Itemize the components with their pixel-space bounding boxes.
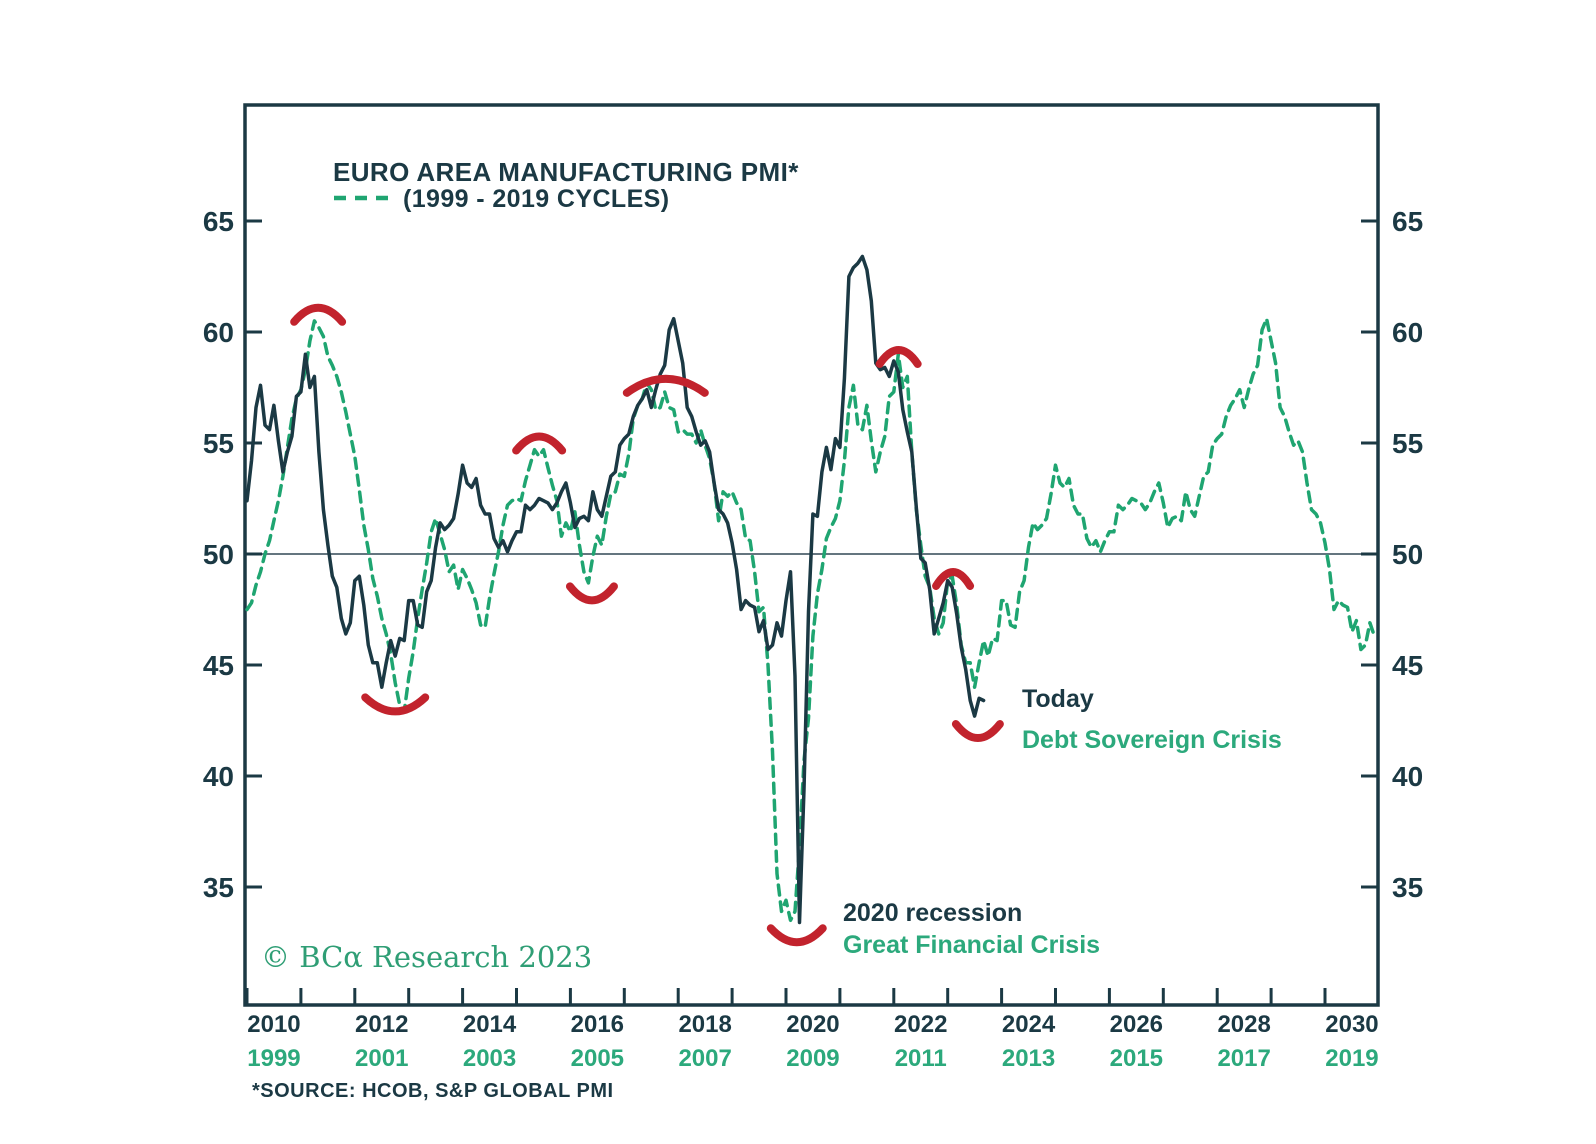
cycle-peak-arc bbox=[875, 346, 922, 368]
x-axis-label-cycle-year: 2011 bbox=[895, 1045, 947, 1072]
x-axis-label-cycle-year: 2003 bbox=[463, 1045, 516, 1072]
y-axis-label-left: 50 bbox=[203, 539, 234, 570]
annotation-debt-sovereign-crisis: Debt Sovereign Crisis bbox=[1022, 726, 1282, 754]
x-axis-label-cycle-year: 1999 bbox=[247, 1045, 300, 1072]
x-axis-label-cycle-year: 2013 bbox=[1002, 1045, 1055, 1072]
y-axis-label-left: 45 bbox=[203, 650, 234, 681]
cycle-trough-arc bbox=[951, 720, 1004, 742]
cycle-trough-arc bbox=[361, 693, 430, 716]
annotation-2020-recession: 2020 recession bbox=[843, 899, 1022, 927]
actual-pmi-solid-line bbox=[245, 254, 986, 925]
x-axis-label-cycle-year: 2001 bbox=[355, 1045, 408, 1072]
y-axis-label-left: 35 bbox=[203, 872, 234, 903]
cycle-peak-arc bbox=[932, 568, 975, 590]
x-axis-label-cycle-year: 2007 bbox=[678, 1045, 731, 1072]
copyright-bca-research: © BCα Research 2023 bbox=[261, 940, 592, 974]
annotation-today: Today bbox=[1022, 685, 1094, 713]
x-axis-label-year: 2010 bbox=[247, 1011, 300, 1038]
x-axis-label-cycle-year: 2005 bbox=[571, 1045, 624, 1072]
cycle-trough-arc bbox=[766, 924, 827, 947]
y-axis-label-left: 60 bbox=[203, 317, 234, 348]
x-axis-label-year: 2014 bbox=[463, 1011, 517, 1038]
x-axis-label-year: 2030 bbox=[1325, 1011, 1378, 1038]
cycle-peak-arc bbox=[290, 303, 347, 326]
cycle-peak-arc bbox=[622, 374, 709, 397]
y-axis-label-right: 55 bbox=[1392, 428, 1423, 459]
x-axis-label-cycle-year: 2015 bbox=[1110, 1045, 1163, 1072]
y-axis-label-right: 35 bbox=[1392, 872, 1423, 903]
x-axis-label-year: 2022 bbox=[894, 1011, 947, 1038]
cycle-trough-arc bbox=[565, 582, 618, 605]
y-axis-label-left: 40 bbox=[203, 761, 234, 792]
x-axis-label-year: 2018 bbox=[678, 1011, 731, 1038]
y-axis-label-left: 65 bbox=[203, 206, 234, 237]
chart-legend-label: (1999 - 2019 CYCLES) bbox=[403, 185, 669, 213]
source-note: *SOURCE: HCOB, S&P GLOBAL PMI bbox=[252, 1080, 614, 1102]
y-axis-label-right: 45 bbox=[1392, 650, 1423, 681]
x-axis-label-year: 2026 bbox=[1110, 1011, 1163, 1038]
y-axis-label-right: 60 bbox=[1392, 317, 1423, 348]
x-axis-label-year: 2024 bbox=[1002, 1011, 1056, 1038]
x-axis-label-year: 2028 bbox=[1217, 1011, 1270, 1038]
y-axis-label-right: 50 bbox=[1392, 539, 1423, 570]
x-axis-label-year: 2016 bbox=[571, 1011, 624, 1038]
y-axis-label-left: 55 bbox=[203, 428, 234, 459]
cycles-1999-2019-dashed-line bbox=[245, 316, 1377, 923]
cycle-peak-arc bbox=[512, 432, 567, 455]
x-axis-label-year: 2012 bbox=[355, 1011, 408, 1038]
x-axis-label-year: 2020 bbox=[786, 1011, 839, 1038]
annotation-great-financial-crisis: Great Financial Crisis bbox=[843, 931, 1100, 959]
x-axis-label-cycle-year: 2019 bbox=[1325, 1045, 1378, 1072]
chart-title: EURO AREA MANUFACTURING PMI* bbox=[333, 157, 799, 187]
x-axis-label-cycle-year: 2017 bbox=[1217, 1045, 1270, 1072]
y-axis-label-right: 65 bbox=[1392, 206, 1423, 237]
x-axis-label-cycle-year: 2009 bbox=[786, 1045, 839, 1072]
y-axis-label-right: 40 bbox=[1392, 761, 1423, 792]
